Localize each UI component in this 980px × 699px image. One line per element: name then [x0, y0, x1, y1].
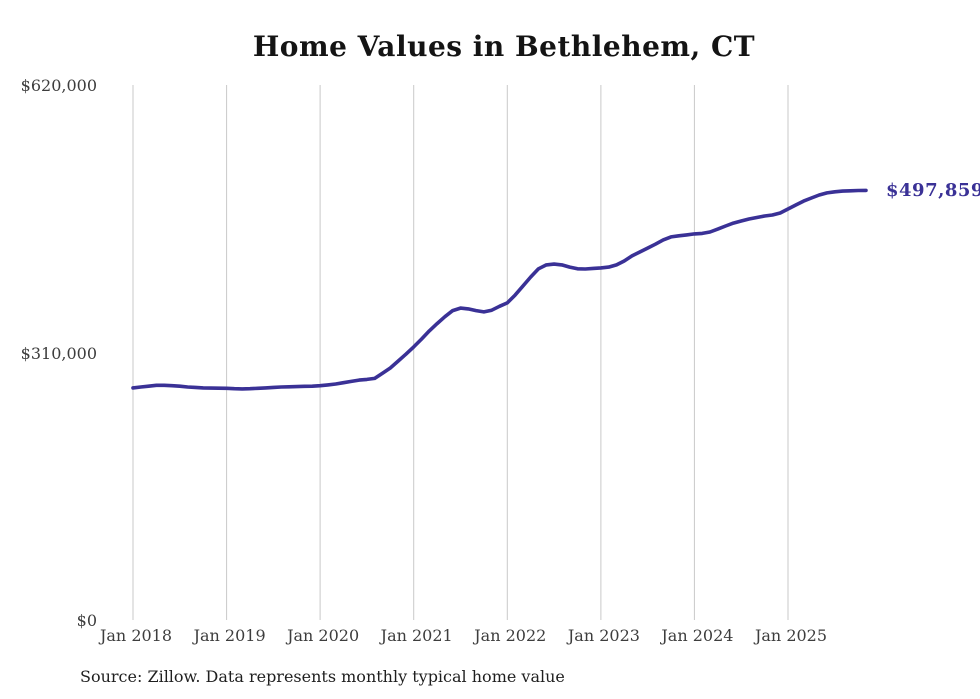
- x-tick-label: Jan 2020: [285, 626, 359, 645]
- x-tick-label: Jan 2022: [472, 626, 546, 645]
- source-note: Source: Zillow. Data represents monthly …: [80, 667, 565, 686]
- x-tick-label: Jan 2024: [659, 626, 733, 645]
- y-tick-label-mid: $310,000: [20, 344, 97, 363]
- home-value-line: [131, 188, 868, 391]
- x-tick-label: Jan 2019: [192, 626, 266, 645]
- y-tick-label-zero: $0: [76, 611, 97, 630]
- x-tick-label: Jan 2018: [98, 626, 172, 645]
- x-tick-label: Jan 2023: [566, 626, 640, 645]
- x-tick-label: Jan 2021: [379, 626, 453, 645]
- x-tick-label: Jan 2025: [753, 626, 827, 645]
- final-value-label: $497,859: [886, 180, 980, 201]
- y-tick-label-top: $620,000: [20, 76, 97, 95]
- chart-title: Home Values in Bethlehem, CT: [252, 30, 756, 63]
